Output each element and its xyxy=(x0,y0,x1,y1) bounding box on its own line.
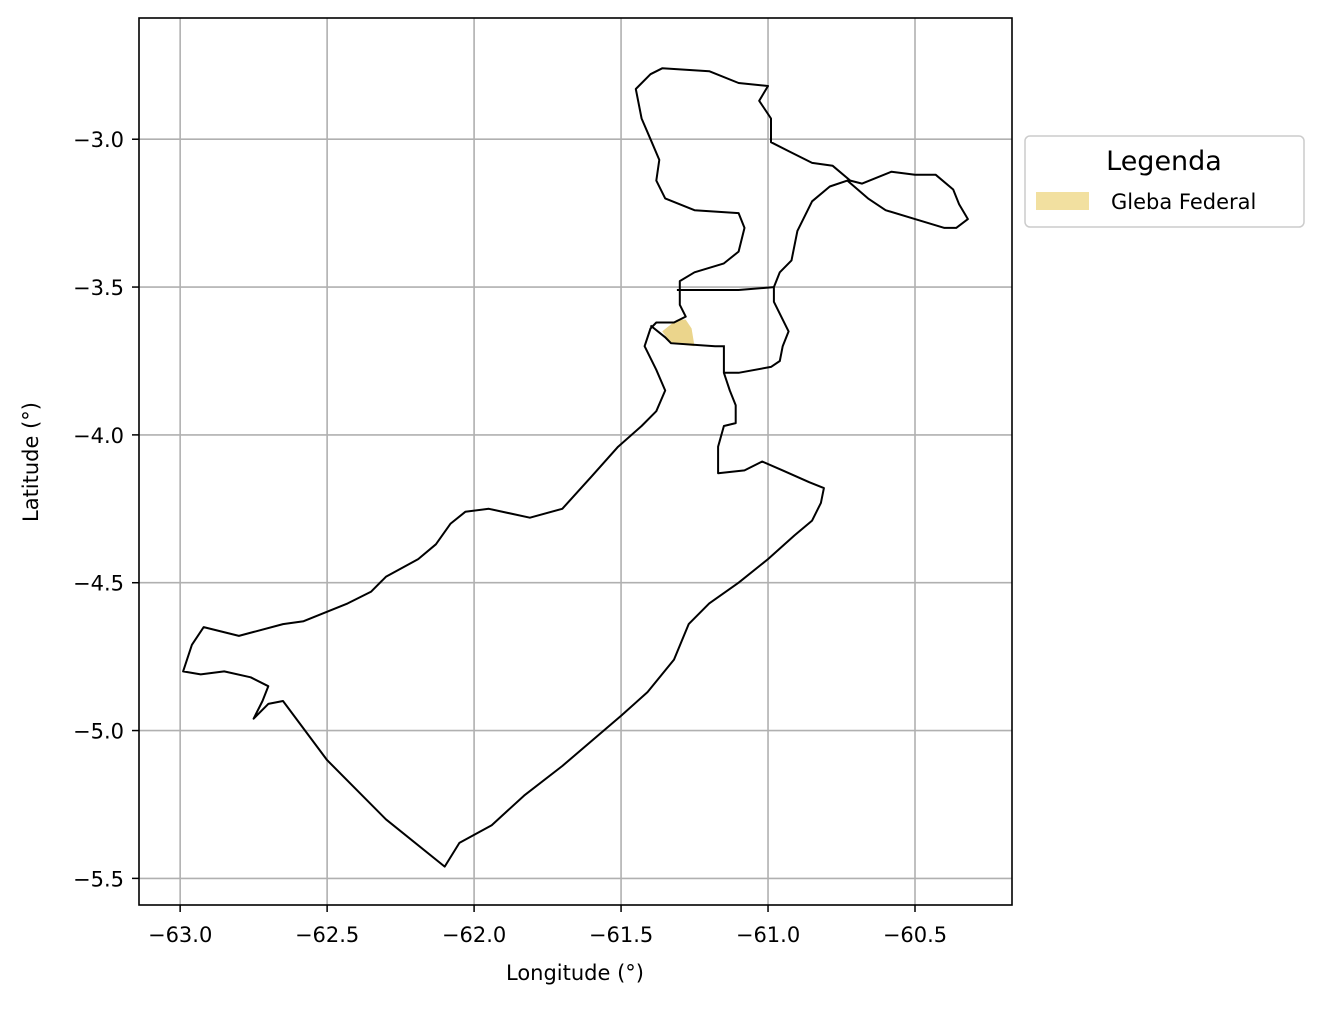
inner-boundary-line xyxy=(649,324,725,373)
legend: Legenda Gleba Federal xyxy=(1024,135,1305,228)
x-axis-label: Longitude (°) xyxy=(506,961,644,985)
map-geometry xyxy=(182,67,969,868)
y-axis-ticks: −3.0 −3.5 −4.0 −4.5 −5.0 −5.5 xyxy=(73,128,139,891)
y-tick-label: −3.0 xyxy=(73,128,124,152)
x-tick-label: −62.0 xyxy=(442,923,506,947)
divider-boundary-line xyxy=(676,286,774,291)
y-axis-label: Latitude (°) xyxy=(19,402,43,522)
x-tick-label: −61.0 xyxy=(736,923,800,947)
y-tick-label: −4.0 xyxy=(73,424,124,448)
legend-swatch-gleba xyxy=(1036,192,1089,210)
legend-title: Legenda xyxy=(1106,146,1222,177)
municipality-boundary xyxy=(182,67,969,868)
x-tick-label: −62.5 xyxy=(295,923,359,947)
gleba-federal-area xyxy=(662,319,695,347)
x-axis-ticks: −63.0 −62.5 −62.0 −61.5 −61.0 −60.5 xyxy=(148,905,947,947)
x-tick-label: −63.0 xyxy=(148,923,212,947)
grid-lines xyxy=(139,18,1012,905)
legend-box xyxy=(1024,135,1305,228)
y-tick-label: −4.5 xyxy=(73,572,124,596)
y-tick-label: −5.5 xyxy=(73,867,124,891)
plot-frame xyxy=(138,17,1013,906)
legend-label-gleba: Gleba Federal xyxy=(1111,190,1256,214)
x-tick-label: −61.5 xyxy=(589,923,653,947)
y-tick-label: −5.0 xyxy=(73,720,124,744)
x-tick-label: −60.5 xyxy=(883,923,947,947)
y-tick-label: −3.5 xyxy=(73,276,124,300)
